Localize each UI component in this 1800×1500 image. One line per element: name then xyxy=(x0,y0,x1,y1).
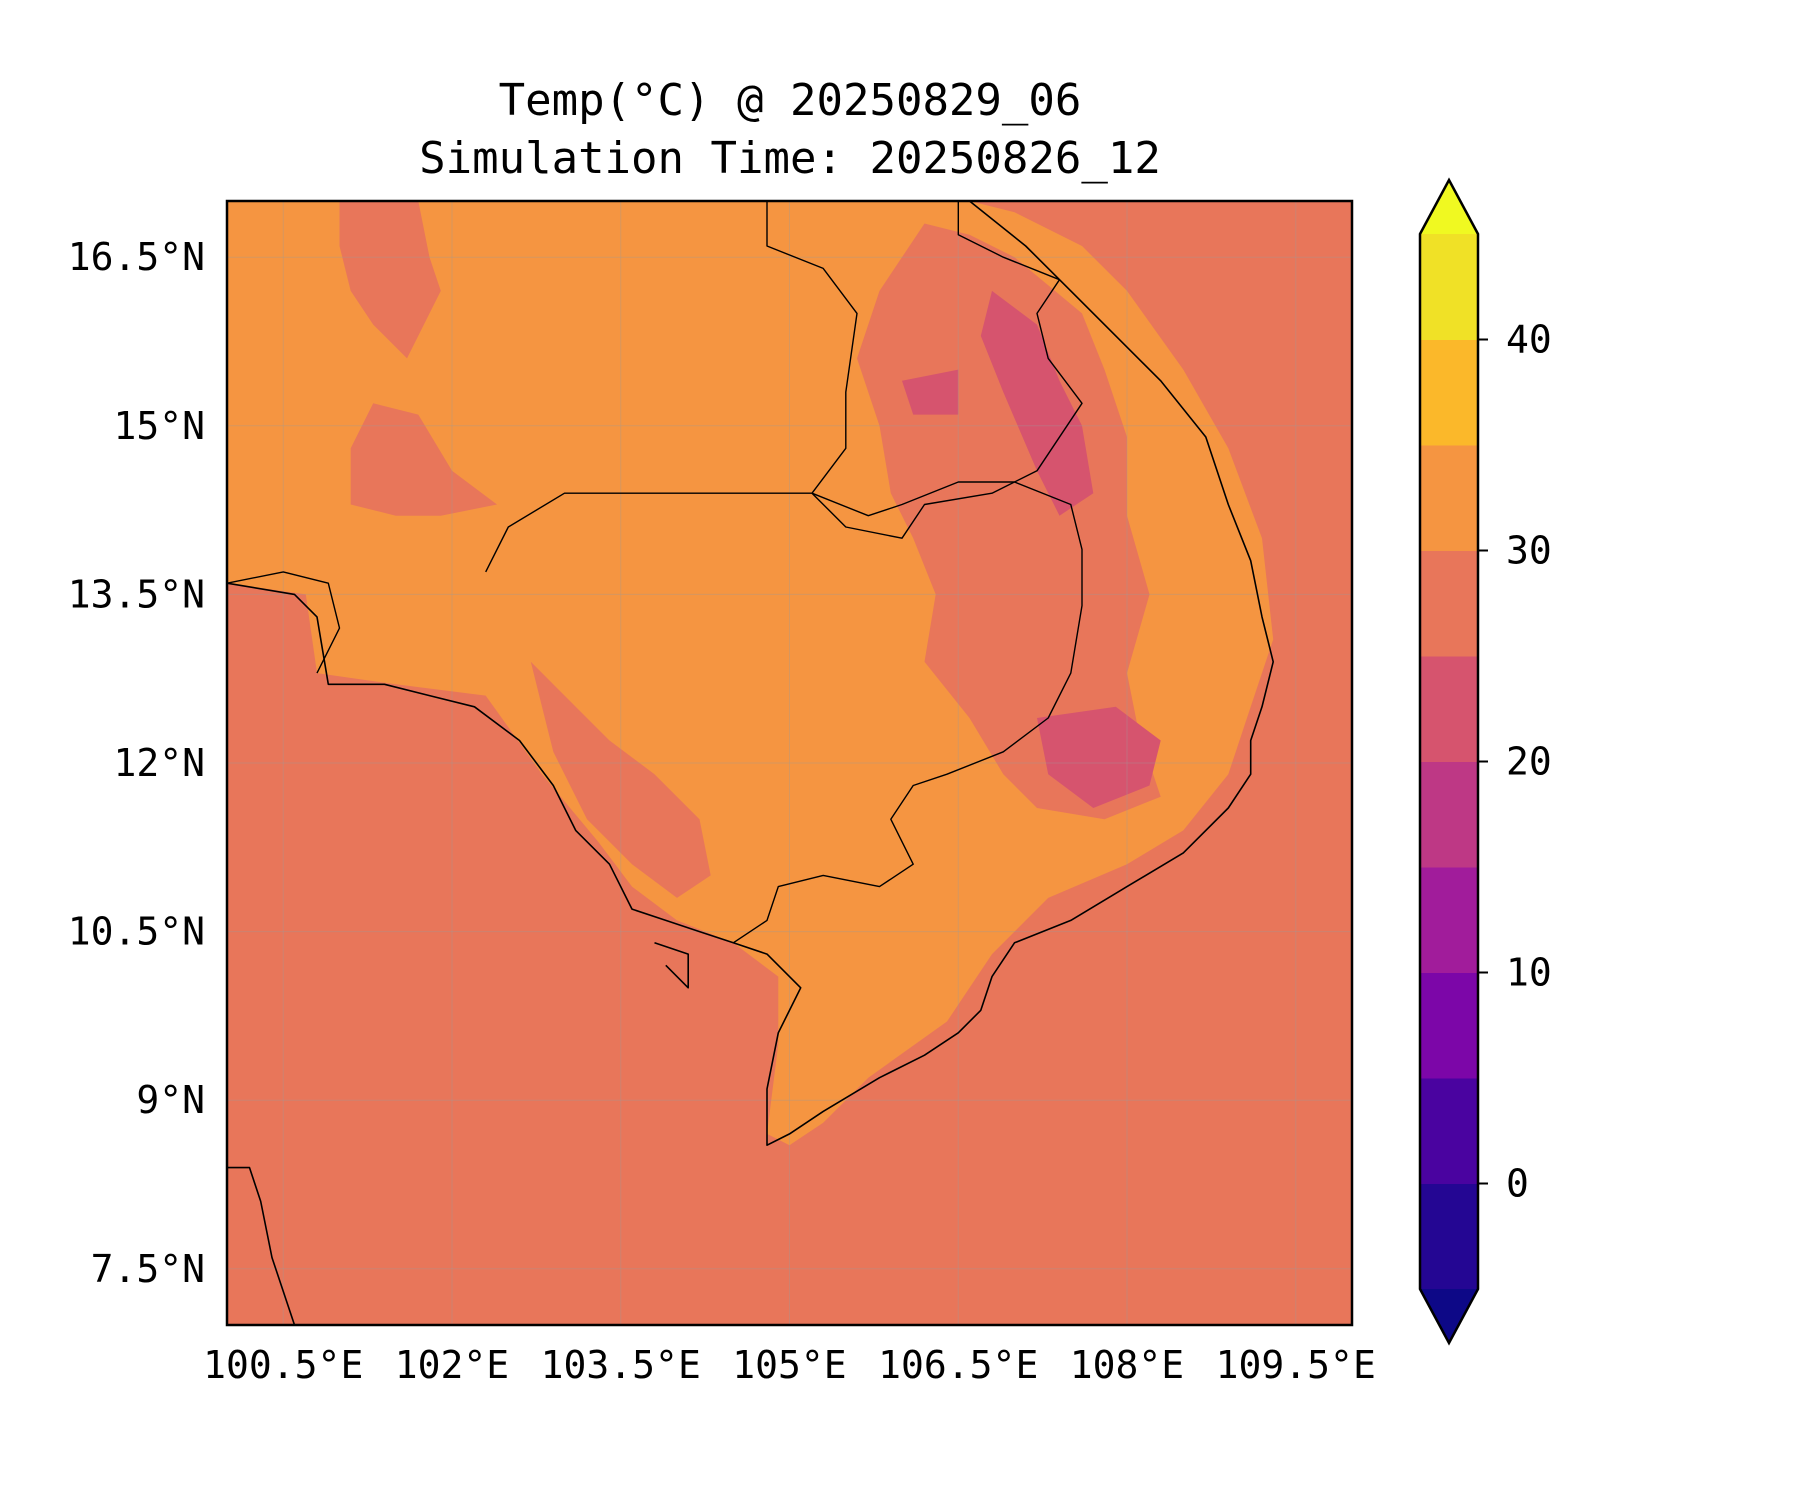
coast-and-borders xyxy=(227,201,1274,1325)
temperature-contours xyxy=(227,201,1274,1146)
lon-tick-label: 106.5°E xyxy=(878,1343,1038,1387)
lon-tick-label: 102°E xyxy=(395,1343,509,1387)
map-title-line-1: Temp(°C) @ 20250829_06 xyxy=(498,75,1082,126)
map-title-line-2: Simulation Time: 20250826_12 xyxy=(419,133,1161,184)
colorbar-band xyxy=(1420,1183,1478,1290)
lat-tick-label: 9°N xyxy=(136,1078,205,1122)
gridlines xyxy=(227,201,1352,1325)
coastline-malay-coast xyxy=(227,1166,296,1325)
border-laos-border xyxy=(766,201,1083,539)
region-land-cool-15-20 xyxy=(980,290,1094,516)
colorbar-band xyxy=(1420,339,1478,446)
lon-tick-label: 108°E xyxy=(1070,1343,1184,1387)
lat-tick-label: 12°N xyxy=(113,741,205,785)
colorbar-extend-max xyxy=(1420,180,1478,234)
region-land-cool-annamite xyxy=(857,223,1161,820)
colorbar-band xyxy=(1420,972,1478,1079)
lat-tick-label: 10.5°N xyxy=(68,910,205,954)
colorbar-band xyxy=(1420,867,1478,973)
plot-area xyxy=(225,199,1354,1327)
colorbar-band xyxy=(1420,656,1478,762)
coastline-indochina-coast xyxy=(227,201,1274,1146)
lon-tick-label: 109.5°E xyxy=(1216,1343,1376,1387)
colorbar-tick-label: 30 xyxy=(1506,529,1552,573)
colorbar-extend-min xyxy=(1420,1289,1478,1343)
border-thailand-cambodia-west xyxy=(227,571,341,674)
border-cambodia-border xyxy=(485,481,1083,944)
colorbar-band xyxy=(1420,234,1478,340)
region-land-cool-patch-north xyxy=(339,201,441,359)
lat-tick-label: 16.5°N xyxy=(68,235,205,279)
colorbar-tick-label: 20 xyxy=(1506,740,1552,784)
lon-tick-label: 100.5°E xyxy=(203,1343,363,1387)
colorbar-tick-label: 10 xyxy=(1506,951,1552,995)
lat-tick-label: 7.5°N xyxy=(91,1247,205,1291)
colorbar-tick-label: 40 xyxy=(1506,318,1552,362)
region-land-cool-15-20-small xyxy=(902,369,959,415)
colorbar-outline xyxy=(1418,177,1480,1346)
longitude-ticks: 100.5°E 102°E 103.5°E 105°E 106.5°E 108°E 109.… xyxy=(203,1343,1376,1387)
colorbar-tick-label: 0 xyxy=(1506,1162,1529,1206)
lat-tick-label: 13.5°N xyxy=(68,572,205,616)
latitude-ticks: 16.5°N 15°N 13.5°N 12°N 10.5°N 9°N 7.5°N xyxy=(68,235,205,1291)
colorbar-band xyxy=(1420,1078,1478,1184)
lon-tick-label: 105°E xyxy=(732,1343,846,1387)
region-land-cool-15-20-south xyxy=(1037,706,1161,808)
colorbar-band xyxy=(1420,445,1478,551)
colorbar-band xyxy=(1420,550,1478,657)
colorbar-band xyxy=(1420,761,1478,868)
region-land-cool-patch-west xyxy=(350,403,497,516)
plot-frame xyxy=(225,199,1354,1327)
lat-tick-label: 15°N xyxy=(113,404,205,448)
region-land-cool-cardamom xyxy=(530,661,711,898)
colorbar: 0 10 20 30 40 xyxy=(1418,177,1552,1346)
lon-tick-label: 103.5°E xyxy=(541,1343,701,1387)
coastline-phu-quoc xyxy=(654,942,690,989)
